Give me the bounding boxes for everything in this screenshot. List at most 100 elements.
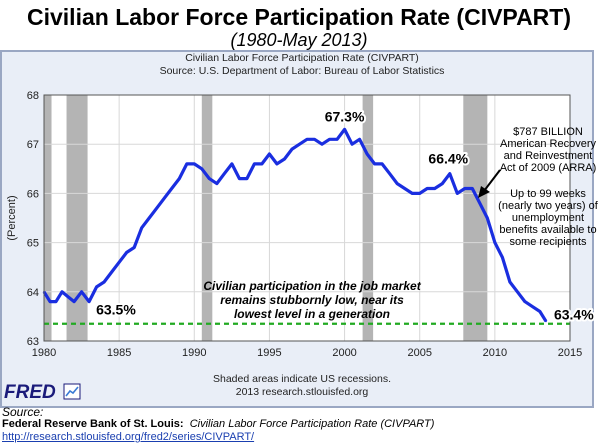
data-point xyxy=(67,295,69,298)
callout-arra-line: Act of 2009 (ARRA) xyxy=(500,162,597,174)
data-point xyxy=(253,162,256,165)
data-point xyxy=(208,177,211,180)
data-point xyxy=(155,207,158,210)
data-point xyxy=(403,187,406,190)
copyright-footnote: 2013 research.stlouisfed.org xyxy=(236,386,369,398)
callout-arra-line: American Recovery xyxy=(500,138,596,150)
data-point xyxy=(501,256,504,259)
data-point xyxy=(418,192,421,195)
data-point xyxy=(306,138,308,141)
source-citation: Federal Reserve Bank of St. Louis: Civil… xyxy=(2,418,434,430)
data-point xyxy=(178,177,181,180)
callout-arrow xyxy=(483,169,501,192)
recession-band xyxy=(66,95,88,341)
data-point xyxy=(524,300,526,303)
data-point xyxy=(133,246,136,249)
data-point xyxy=(230,162,233,165)
data-point xyxy=(215,182,218,185)
callout-middle-line: remains stubbornly low, near its xyxy=(220,293,404,307)
source-label: Source: xyxy=(2,405,44,419)
value-label-halo: 63.4% xyxy=(554,306,594,322)
recession-band xyxy=(201,95,213,341)
data-point xyxy=(55,300,57,303)
data-point xyxy=(321,143,323,146)
x-tick-label: 2005 xyxy=(407,347,431,359)
value-label: 67.3% xyxy=(325,108,365,124)
data-point xyxy=(125,251,128,254)
data-point xyxy=(276,162,278,165)
callout-middle-line: lowest level in a generation xyxy=(234,307,390,321)
data-point xyxy=(80,290,83,293)
data-point xyxy=(426,187,429,190)
y-tick-label: 63 xyxy=(27,336,39,348)
y-axis-label: (Percent) xyxy=(6,195,18,240)
data-point xyxy=(336,138,338,141)
data-point xyxy=(545,320,547,323)
x-tick-label: 1980 xyxy=(32,347,56,359)
data-point xyxy=(343,128,346,131)
data-point xyxy=(516,290,519,293)
data-point xyxy=(373,162,376,165)
source-series-title: Civilian Labor Force Participation Rate … xyxy=(189,418,435,430)
data-point xyxy=(110,271,113,274)
data-point xyxy=(298,143,301,146)
data-point xyxy=(396,182,399,185)
data-point xyxy=(493,241,496,244)
callout-arra-line: $787 BILLION xyxy=(513,126,583,138)
data-point xyxy=(441,182,444,185)
data-point xyxy=(103,281,106,283)
data-point xyxy=(456,192,459,195)
data-point xyxy=(471,187,474,190)
data-point xyxy=(193,162,196,165)
y-tick-label: 65 xyxy=(27,238,39,250)
svg-text:FRED: FRED xyxy=(4,382,56,402)
source-publisher: Federal Reserve Bank of St. Louis: xyxy=(2,418,184,430)
y-tick-label: 64 xyxy=(27,287,39,299)
callout-weeks-line: benefits available to xyxy=(499,224,596,236)
y-tick-label: 68 xyxy=(27,90,39,102)
recession-band xyxy=(44,95,52,341)
x-tick-label: 1995 xyxy=(257,347,281,359)
data-point xyxy=(358,138,361,141)
data-point xyxy=(478,202,481,205)
page-title: Civilian Labor Force Participation Rate … xyxy=(27,4,571,30)
callout-weeks-line: some recipients xyxy=(509,236,587,248)
chart-title: Civilian Labor Force Participation Rate … xyxy=(185,52,419,64)
data-point xyxy=(283,158,286,160)
callout-middle-line: Civilian participation in the job market xyxy=(203,279,421,293)
callout-weeks-line: Up to 99 weeks xyxy=(510,188,586,200)
data-point xyxy=(148,217,151,219)
data-point xyxy=(328,138,331,141)
data-point xyxy=(140,226,143,229)
recession-footnote: Shaded areas indicate US recessions. xyxy=(213,373,391,385)
value-label: 63.5% xyxy=(96,301,136,317)
callout-weeks-line: (nearly two years) of xyxy=(498,200,598,212)
value-label-halo: 67.3% xyxy=(325,108,365,124)
plot-area: 63 64 65 66 67 68 1980 1985 1990 1995 2000 2005 2010… xyxy=(27,90,598,359)
x-tick-label: 2010 xyxy=(483,347,507,359)
data-point xyxy=(531,305,534,308)
data-point xyxy=(88,300,90,303)
data-point xyxy=(118,261,121,264)
data-point xyxy=(185,162,188,165)
data-point xyxy=(261,162,263,165)
data-point xyxy=(238,177,241,180)
chart-source-line: Source: U.S. Department of Labor: Bureau… xyxy=(160,65,445,77)
data-point xyxy=(291,148,293,151)
data-point xyxy=(268,153,271,155)
callout-weeks-line: unemployment xyxy=(512,212,584,224)
data-point xyxy=(73,300,75,303)
source-link[interactable]: http://research.stlouisfed.org/fred2/ser… xyxy=(2,431,255,443)
y-tick-label: 66 xyxy=(27,188,39,200)
value-label-halo: 63.5% xyxy=(96,301,136,317)
data-point xyxy=(539,310,541,313)
data-point xyxy=(163,197,166,200)
data-point xyxy=(351,143,353,146)
data-point xyxy=(313,138,316,141)
data-point xyxy=(388,172,391,175)
recession-band xyxy=(463,95,488,341)
value-label-halo: 66.4% xyxy=(428,151,468,167)
data-point xyxy=(381,162,384,165)
data-point xyxy=(508,281,511,283)
